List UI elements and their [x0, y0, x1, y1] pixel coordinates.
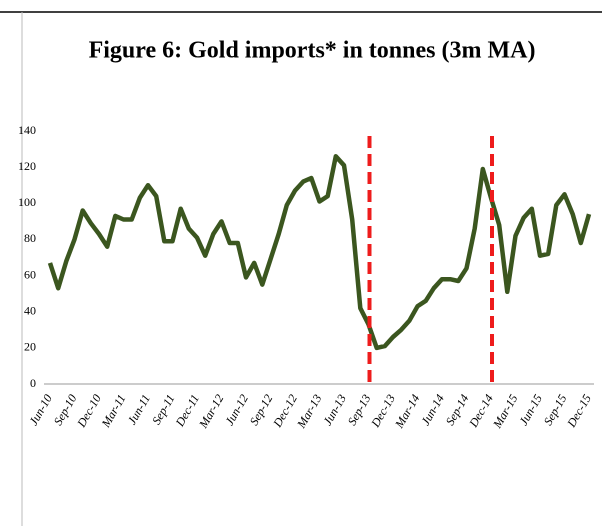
- y-tick-label: 100: [18, 195, 36, 209]
- x-tick-label: Jun-11: [125, 392, 153, 427]
- x-tick-label: Jun-10: [26, 392, 55, 428]
- x-tick-label: Dec-10: [74, 392, 104, 430]
- x-tick-label: Mar-14: [392, 392, 423, 431]
- y-tick-label: 120: [18, 159, 36, 173]
- x-tick-label: Jun-15: [516, 392, 545, 428]
- chart-title: Figure 6: Gold imports* in tonnes (3m MA…: [89, 38, 536, 64]
- y-tick-label: 60: [24, 267, 36, 281]
- y-tick-label: 80: [24, 231, 36, 245]
- y-tick-label: 20: [24, 340, 36, 354]
- line-series: [47, 154, 592, 351]
- x-tick-label: Mar-12: [196, 392, 227, 431]
- y-tick-label: 140: [18, 123, 36, 137]
- x-tick-label: Jun-12: [222, 392, 251, 428]
- x-tick-label: Jun-13: [320, 392, 349, 428]
- x-tick-label: Mar-13: [294, 392, 325, 431]
- y-tick-label: 40: [24, 303, 36, 317]
- x-tick-label: Dec-15: [564, 392, 594, 430]
- y-tick-label: 0: [30, 376, 36, 390]
- x-tick-label: Jun-14: [418, 392, 447, 428]
- x-tick-label: Mar-15: [490, 392, 521, 431]
- x-tick-label: Mar-11: [98, 392, 128, 431]
